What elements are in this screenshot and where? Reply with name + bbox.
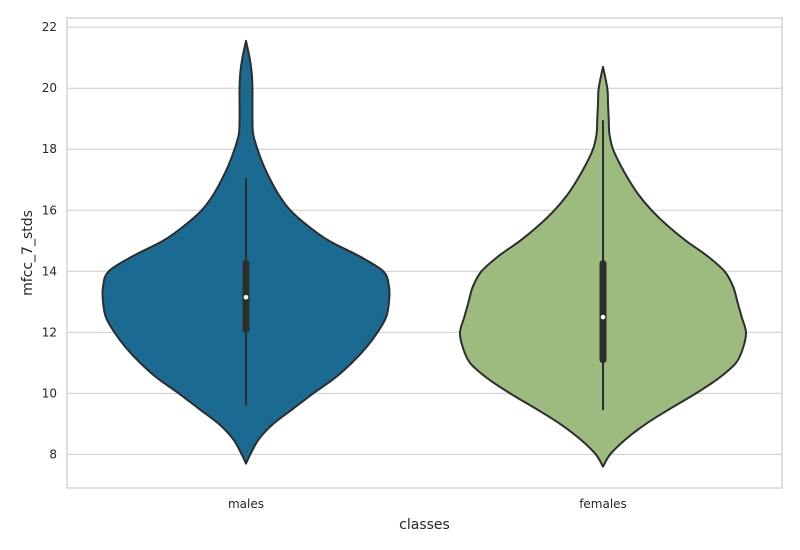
x-tick-males: males	[228, 497, 264, 511]
y-tick-12: 12	[42, 325, 57, 339]
median-males	[243, 294, 249, 300]
violin-females	[458, 65, 748, 468]
y-tick-14: 14	[42, 264, 57, 278]
violins-group	[101, 39, 748, 468]
y-tick-22: 22	[42, 20, 57, 34]
violin-males	[101, 39, 391, 465]
y-tick-8: 8	[49, 447, 57, 461]
y-tick-10: 10	[42, 386, 57, 400]
plot-frame	[66, 17, 783, 489]
y-tick-16: 16	[42, 203, 57, 217]
y-tick-18: 18	[42, 142, 57, 156]
x-tick-females: females	[579, 497, 627, 511]
x-tick-labels: males females	[228, 497, 627, 511]
y-tick-20: 20	[42, 81, 57, 95]
x-axis-label: classes	[399, 517, 450, 533]
median-females	[600, 314, 606, 320]
y-axis-label: mfcc_7_stds	[20, 210, 36, 296]
y-tick-labels: 8 10 12 14 16 18 20 22	[42, 20, 57, 461]
